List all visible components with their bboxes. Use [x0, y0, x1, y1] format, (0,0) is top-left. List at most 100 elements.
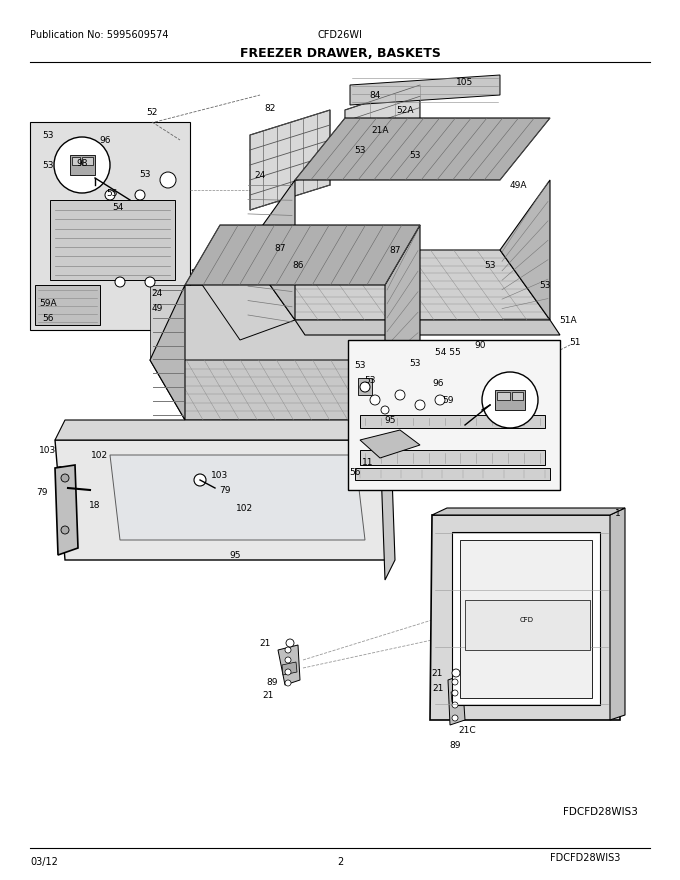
- Circle shape: [160, 172, 176, 188]
- Text: 51A: 51A: [559, 316, 577, 325]
- Polygon shape: [150, 285, 385, 360]
- Polygon shape: [245, 250, 550, 320]
- Text: 105: 105: [456, 77, 474, 86]
- Text: 53: 53: [354, 361, 366, 370]
- Text: 52: 52: [146, 107, 158, 116]
- Circle shape: [105, 190, 115, 200]
- Text: 90: 90: [474, 341, 486, 349]
- Text: 24: 24: [152, 289, 163, 297]
- Polygon shape: [348, 340, 560, 490]
- Text: 79: 79: [36, 488, 48, 496]
- Polygon shape: [185, 225, 420, 285]
- Polygon shape: [250, 110, 330, 210]
- Polygon shape: [55, 465, 78, 555]
- Polygon shape: [295, 118, 550, 180]
- Text: 53: 53: [42, 130, 54, 140]
- Circle shape: [452, 690, 458, 696]
- Circle shape: [452, 702, 458, 708]
- Text: 56: 56: [42, 313, 54, 322]
- Polygon shape: [452, 532, 600, 705]
- Text: 87: 87: [389, 246, 401, 254]
- Circle shape: [115, 277, 125, 287]
- Text: 53: 53: [139, 170, 151, 179]
- Text: 03/12: 03/12: [30, 857, 58, 867]
- Text: 53: 53: [364, 376, 376, 385]
- Circle shape: [194, 474, 206, 486]
- Polygon shape: [150, 360, 420, 420]
- Text: 96: 96: [432, 378, 444, 387]
- Circle shape: [145, 277, 155, 287]
- Circle shape: [452, 679, 458, 685]
- Polygon shape: [150, 285, 185, 420]
- Polygon shape: [55, 440, 390, 560]
- Text: 59: 59: [442, 395, 454, 405]
- Text: 98: 98: [76, 158, 88, 167]
- Polygon shape: [30, 122, 190, 330]
- Text: 82: 82: [265, 104, 275, 113]
- Text: 49A: 49A: [509, 180, 527, 189]
- Polygon shape: [82, 157, 93, 165]
- Text: CFD: CFD: [520, 617, 534, 623]
- Text: 59A: 59A: [39, 298, 57, 307]
- Text: 18: 18: [89, 501, 101, 510]
- Polygon shape: [495, 390, 525, 410]
- Polygon shape: [358, 378, 372, 395]
- Text: CFD26WI: CFD26WI: [318, 30, 362, 40]
- Circle shape: [482, 372, 538, 428]
- Polygon shape: [350, 75, 500, 105]
- Polygon shape: [192, 250, 295, 340]
- Text: FDCFD28WIS3: FDCFD28WIS3: [562, 807, 637, 817]
- Polygon shape: [460, 540, 592, 698]
- Polygon shape: [465, 600, 590, 650]
- Polygon shape: [345, 85, 420, 155]
- Text: 53: 53: [354, 145, 366, 155]
- Circle shape: [54, 137, 110, 193]
- Circle shape: [135, 190, 145, 200]
- Text: 21: 21: [259, 639, 271, 648]
- Text: 1: 1: [615, 509, 621, 517]
- Text: 24: 24: [254, 171, 266, 180]
- Polygon shape: [512, 392, 523, 400]
- Text: 21: 21: [431, 669, 443, 678]
- Circle shape: [435, 395, 445, 405]
- Text: 21A: 21A: [371, 126, 389, 135]
- Polygon shape: [245, 180, 295, 320]
- Polygon shape: [380, 420, 395, 580]
- Text: 51: 51: [569, 338, 581, 347]
- Circle shape: [61, 526, 69, 534]
- Circle shape: [285, 647, 291, 653]
- Circle shape: [370, 395, 380, 405]
- Text: 86: 86: [292, 260, 304, 269]
- Polygon shape: [360, 430, 420, 458]
- Polygon shape: [448, 675, 465, 725]
- Polygon shape: [500, 180, 550, 320]
- Text: 89: 89: [449, 740, 461, 750]
- Text: 53: 53: [484, 260, 496, 269]
- Polygon shape: [360, 450, 545, 465]
- Text: 21: 21: [432, 684, 443, 693]
- Text: 11: 11: [362, 458, 374, 466]
- Circle shape: [285, 669, 291, 675]
- Text: 54 55: 54 55: [435, 348, 461, 356]
- Text: 2: 2: [337, 857, 343, 867]
- Text: 53: 53: [409, 150, 421, 159]
- Text: 56: 56: [350, 467, 361, 476]
- Text: 96: 96: [99, 136, 111, 144]
- Polygon shape: [451, 690, 461, 702]
- Text: 84: 84: [369, 91, 381, 99]
- Circle shape: [286, 639, 294, 647]
- Text: 95: 95: [384, 415, 396, 424]
- Polygon shape: [72, 157, 80, 165]
- Text: 103: 103: [211, 471, 228, 480]
- Text: 95: 95: [229, 551, 241, 560]
- Text: FDCFD28WIS3: FDCFD28WIS3: [549, 853, 620, 863]
- Polygon shape: [295, 320, 560, 335]
- Text: 89: 89: [267, 678, 277, 686]
- Text: FREEZER DRAWER, BASKETS: FREEZER DRAWER, BASKETS: [239, 47, 441, 60]
- Circle shape: [415, 400, 425, 410]
- Text: 53: 53: [42, 160, 54, 170]
- Text: 54: 54: [112, 202, 124, 211]
- Circle shape: [360, 382, 370, 392]
- Polygon shape: [110, 455, 365, 540]
- Text: 103: 103: [39, 445, 56, 454]
